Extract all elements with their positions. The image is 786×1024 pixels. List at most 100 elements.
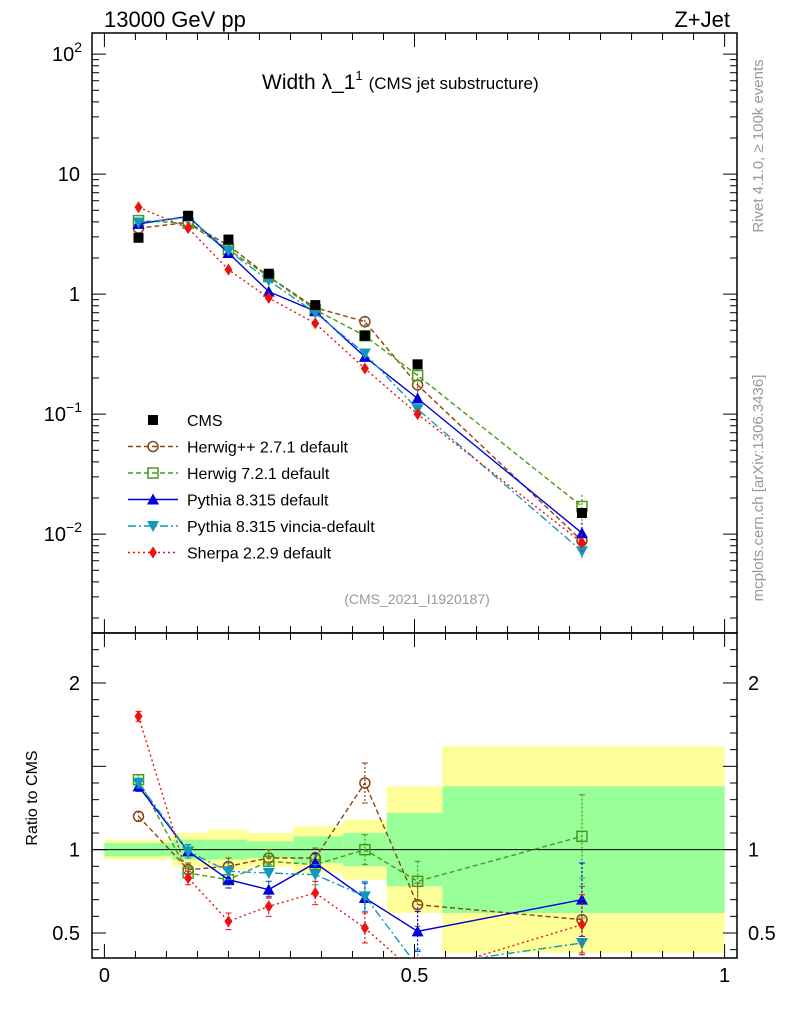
axes: 102 10 1 10−1 10−2 0 0.5 1 0.5 0.5 1 1 2 2 <box>44 33 776 987</box>
ratio-line-series-4 <box>137 716 583 958</box>
main-point-series-4 <box>134 201 143 214</box>
main-frame <box>91 32 738 634</box>
legend-marker-5 <box>149 546 157 559</box>
xtick-label: 1 <box>719 965 730 987</box>
main-ytick-label: 10 <box>58 164 80 186</box>
main-point-cms <box>576 508 587 518</box>
legend-marker-3 <box>147 493 159 505</box>
ratio-line-series-1 <box>137 779 583 883</box>
plot-title-sub: (CMS jet substructure) <box>369 74 539 93</box>
main-point-series-4 <box>311 317 320 330</box>
ratio-point-series-1 <box>576 830 588 843</box>
xtick-label: 0 <box>99 965 110 987</box>
ratio-point-series-4 <box>360 922 369 934</box>
mcplots-label: mcplots.cern.ch [arXiv:1306.3436] <box>750 375 767 602</box>
ratio-line-series-0 <box>138 781 583 921</box>
main-point-cms <box>359 330 370 341</box>
ratio-ytick-label: 2 <box>69 673 80 695</box>
legend-label-4: Pythia 8.315 vincia-default <box>187 519 375 536</box>
main-ytick-label: 1 <box>69 284 80 306</box>
main-point-series-3 <box>132 217 145 229</box>
ratio-uncertainty-bands <box>92 746 737 953</box>
main-ytick-label: 102 <box>52 39 82 66</box>
ratio-line-series-3 <box>137 782 583 958</box>
main-point-series-4 <box>360 362 369 375</box>
legend-label-5: Sherpa 2.2.9 default <box>187 546 332 563</box>
main-point-cms <box>412 359 423 370</box>
ratio-point-series-0 <box>359 777 371 789</box>
header-left: 13000 GeV pp <box>104 7 246 32</box>
main-line-series-2 <box>138 215 583 534</box>
ratio-point-series-0 <box>411 898 424 911</box>
main-point-series-3 <box>222 245 235 257</box>
ratio-ytick-label: 1 <box>69 840 80 862</box>
main-point-series-0 <box>359 315 371 328</box>
main-point-series-1 <box>411 369 424 382</box>
ratio-point-series-0 <box>132 810 145 823</box>
legend-marker-4 <box>147 521 159 532</box>
ratio-point-series-4 <box>311 887 320 899</box>
main-line-series-1 <box>138 219 583 508</box>
ratio-ytick-label-right: 1 <box>748 840 759 862</box>
analysis-id: (CMS_2021_I1920187) <box>344 591 490 607</box>
main-point-series-3 <box>358 348 371 360</box>
main-point-series-4 <box>264 291 273 304</box>
ratio-series-group <box>132 710 588 958</box>
legend-label-2: Herwig 7.2.1 default <box>187 466 330 483</box>
main-point-cms <box>223 234 234 245</box>
plot-title-sup: 1 <box>355 68 362 83</box>
main-point-series-2 <box>262 285 275 297</box>
main-point-series-3 <box>309 307 322 319</box>
ratio-point-series-4 <box>224 915 233 928</box>
ratio-point-series-3 <box>309 869 322 881</box>
ratio-point-series-3 <box>182 846 195 858</box>
legend-label-1: Herwig++ 2.7.1 default <box>187 440 349 457</box>
main-point-cms <box>183 210 194 221</box>
main-point-series-4 <box>413 408 422 421</box>
ratio-y-label: Ratio to CMS <box>24 750 41 845</box>
ratio-point-series-3 <box>262 868 275 879</box>
ratio-point-series-2 <box>262 883 275 895</box>
ratio-point-series-4 <box>577 918 586 931</box>
ratio-point-series-2 <box>309 857 322 868</box>
ratio-point-series-4 <box>134 710 143 723</box>
main-point-series-2 <box>575 527 588 539</box>
ratio-line-series-2 <box>137 785 583 933</box>
header-right: Z+Jet <box>674 7 730 32</box>
ratio-point-series-3 <box>358 891 371 903</box>
plot-title: Width λ_11 (CMS jet substructure) <box>262 68 539 94</box>
legend-label-3: Pythia 8.315 default <box>187 493 329 510</box>
legend-marker-2 <box>147 467 159 479</box>
ratio-ytick-label-right: 2 <box>748 673 759 695</box>
ratio-ytick-label-right: 0.5 <box>748 923 776 945</box>
ratio-ytick-label: 0.5 <box>52 923 80 945</box>
main-series-group <box>132 201 588 560</box>
main-point-cms <box>133 232 144 243</box>
main-ytick-label: 10−2 <box>44 519 82 546</box>
main-point-cms <box>310 300 321 311</box>
ratio-point-series-1 <box>359 843 371 856</box>
ratio-point-series-3 <box>132 778 145 789</box>
main-point-series-4 <box>184 222 193 235</box>
ratio-point-series-1 <box>411 875 424 888</box>
main-point-series-0 <box>411 379 424 391</box>
legend-marker-1 <box>147 440 159 453</box>
ratio-point-series-4 <box>184 872 193 884</box>
legend-marker-0 <box>148 415 158 425</box>
main-line-series-0 <box>138 221 583 542</box>
rivet-version-label: Rivet 4.1.0, ≥ 100k events <box>750 59 767 232</box>
main-point-series-4 <box>224 263 233 276</box>
plot-title-main: Width λ_1 <box>262 71 355 94</box>
legend-label-0: CMS <box>187 413 223 430</box>
main-point-cms <box>263 268 274 279</box>
ratio-point-series-2 <box>411 925 424 937</box>
ratio-point-series-3 <box>222 866 235 878</box>
ratio-point-series-4 <box>264 900 273 913</box>
main-point-series-4 <box>577 536 586 549</box>
main-line-series-3 <box>138 216 583 552</box>
xtick-label: 0.5 <box>401 965 429 987</box>
main-ytick-label: 10−1 <box>44 399 82 426</box>
main-point-series-2 <box>411 392 424 404</box>
legend: CMS Herwig++ 2.7.1 default Herwig 7.2.1 de… <box>128 413 375 563</box>
